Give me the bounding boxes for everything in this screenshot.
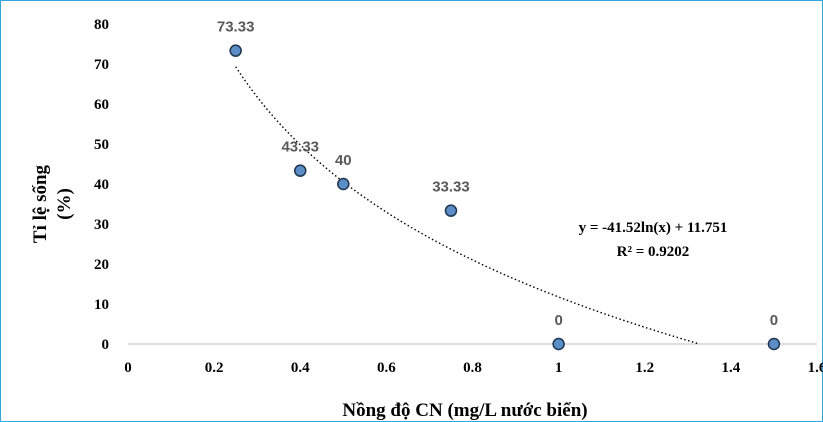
data-label: 40 bbox=[335, 152, 352, 169]
trendline-r-squared: R² = 0.9202 bbox=[617, 244, 690, 260]
x-tick-label: 0.4 bbox=[291, 360, 310, 376]
x-tick-label: 0.2 bbox=[205, 360, 224, 376]
x-tick-label: 0.8 bbox=[463, 360, 482, 376]
x-tick-label: 1 bbox=[555, 360, 563, 376]
y-tick-label: 30 bbox=[94, 217, 109, 233]
data-label: 43.33 bbox=[281, 139, 319, 156]
y-tick-label: 10 bbox=[94, 297, 109, 313]
data-point bbox=[229, 44, 242, 57]
x-tick-label: 1.4 bbox=[722, 360, 741, 376]
x-tick-label: 1.6 bbox=[808, 360, 823, 376]
x-tick-label: 1.2 bbox=[635, 360, 654, 376]
y-tick-label: 40 bbox=[94, 177, 109, 193]
y-tick-label: 80 bbox=[94, 17, 109, 33]
data-label: 73.33 bbox=[217, 19, 255, 36]
data-point bbox=[552, 337, 565, 351]
data-label: 0 bbox=[770, 312, 778, 329]
x-tick-label: 0.6 bbox=[377, 360, 396, 376]
data-labels: 73.33 43.33 40 33.33 0 0 bbox=[217, 19, 778, 329]
y-tick-label: 70 bbox=[94, 57, 109, 73]
trendline bbox=[235, 66, 700, 345]
data-point bbox=[444, 204, 458, 217]
data-point bbox=[767, 337, 781, 351]
x-tick-labels: 0 0.2 0.4 0.6 0.8 1 1.2 1.4 1.6 bbox=[124, 360, 823, 376]
y-tick-label: 60 bbox=[94, 97, 109, 113]
y-axis-title: Tỉ lệ sống (%) bbox=[30, 164, 75, 243]
x-axis-title: Nồng độ CN (mg/L nước biển) bbox=[342, 400, 587, 421]
x-tick-label: 0 bbox=[124, 360, 132, 376]
y-tick-label: 0 bbox=[102, 337, 110, 353]
data-point bbox=[337, 177, 350, 191]
trendline-equation: y = -41.52ln(x) + 11.751 bbox=[579, 220, 728, 236]
data-label: 0 bbox=[554, 312, 562, 329]
y-tick-label: 20 bbox=[94, 257, 109, 273]
data-points bbox=[229, 44, 781, 351]
y-axis-title-line-1: Tỉ lệ sống bbox=[30, 164, 51, 243]
data-label: 33.33 bbox=[432, 179, 470, 196]
y-tick-label: 50 bbox=[94, 137, 109, 153]
data-point bbox=[294, 164, 307, 177]
y-axis-title-line-2: (%) bbox=[54, 188, 75, 220]
y-tick-labels: 0 10 20 30 40 50 60 70 80 bbox=[94, 17, 109, 353]
